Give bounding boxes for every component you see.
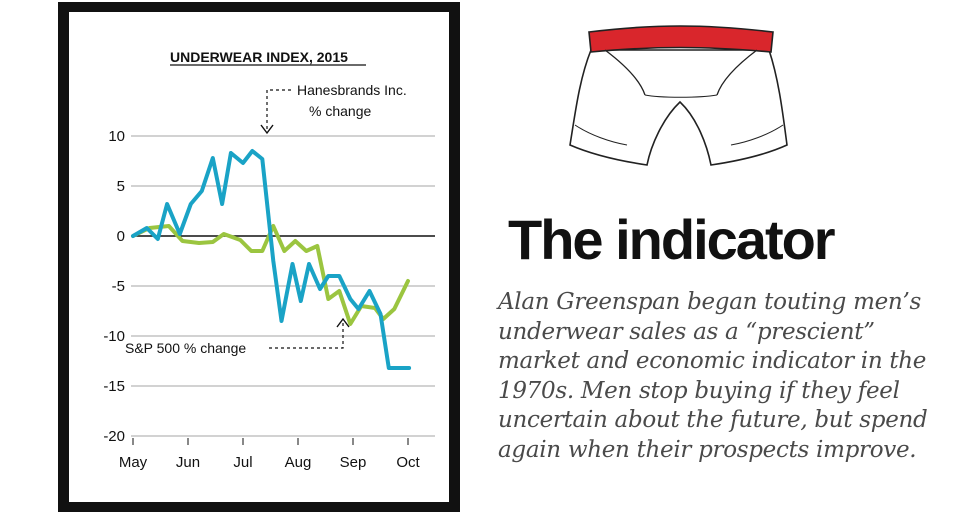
x-tick-label: Sep [340, 454, 367, 471]
body-copy: Alan Greenspan began touting men’s under… [498, 289, 928, 463]
line-chart: UNDERWEAR INDEX, 2015 10 5 0 -5 -10 -15 -20 May… [103, 49, 435, 471]
y-tick-label: -5 [112, 278, 125, 295]
y-tick-label: 10 [108, 128, 125, 145]
article-panel: The indicator Alan Greenspan began touti… [490, 0, 950, 513]
y-tick-label: -20 [103, 428, 125, 445]
headline: The indicator [508, 208, 836, 271]
sp500-arrowhead [336, 317, 350, 328]
grid: 10 5 0 -5 -10 -15 -20 May Jun Jul Aug Sep Oct [103, 128, 435, 471]
y-tick-label: -15 [103, 378, 125, 395]
hanes-label-line2: % change [309, 103, 371, 119]
hanes-arrowhead [260, 124, 274, 135]
y-tick-label: 5 [117, 178, 125, 195]
chart-title: UNDERWEAR INDEX, 2015 [170, 49, 348, 65]
x-tick-label: May [119, 454, 148, 471]
sp500-label: S&P 500 % change [125, 340, 246, 356]
x-tick-label: Aug [285, 454, 312, 471]
y-tick-label: -10 [103, 328, 125, 345]
series-line-hanesbrands [131, 149, 412, 370]
sp500-leader-line [269, 320, 344, 349]
hanes-label: Hanesbrands Inc. [297, 82, 407, 98]
underwear-illustration [569, 25, 788, 166]
hanes-leader-line [266, 89, 291, 132]
series-lines [131, 149, 412, 370]
chart-frame: UNDERWEAR INDEX, 2015 10 5 0 -5 -10 -15 -20 May… [58, 2, 460, 512]
chart-panel: UNDERWEAR INDEX, 2015 10 5 0 -5 -10 -15 -20 May… [69, 12, 449, 502]
y-tick-label: 0 [117, 228, 125, 245]
x-tick-label: Jul [233, 454, 252, 471]
series-line-sp500 [131, 224, 410, 326]
x-tick-label: Jun [176, 454, 200, 471]
annotations: Hanesbrands Inc. % change S&P 500 % chan… [125, 82, 407, 356]
x-tick-label: Oct [396, 454, 420, 471]
